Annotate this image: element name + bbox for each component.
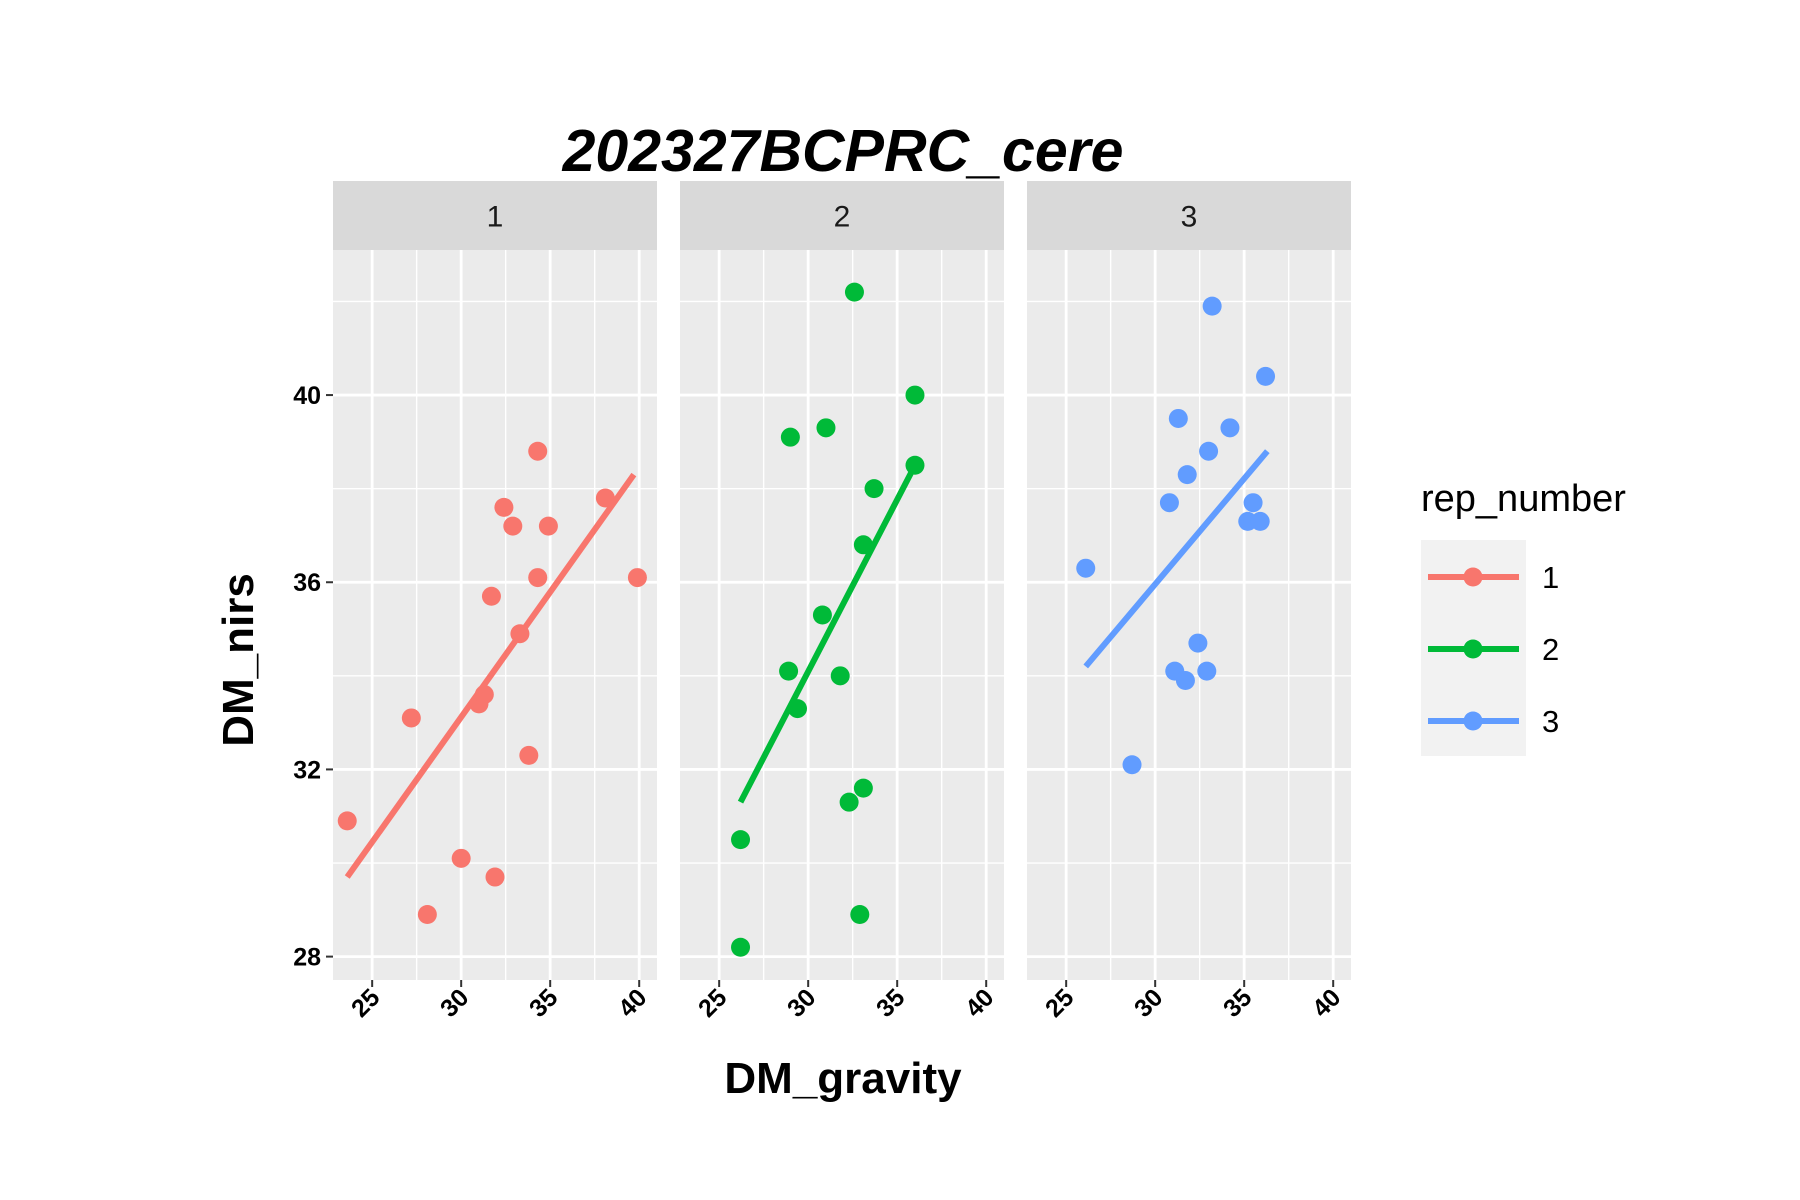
data-point [337,811,357,831]
x-tick-label: 25 [693,983,733,1023]
data-point [1256,366,1276,386]
y-axis: 28 32 36 40 [293,382,333,972]
facet-strip-label: 3 [1181,201,1198,234]
legend-key-2: 2 [1428,632,1559,667]
data-point [519,745,539,765]
legend-key-point [1463,639,1483,659]
data-point [839,792,859,812]
legend-label: 2 [1542,632,1559,667]
data-point [1122,755,1142,775]
data-point [864,479,884,499]
data-point [812,605,832,625]
y-axis-title: DM_nirs [214,573,263,747]
data-point [731,937,751,957]
data-point [853,778,873,798]
data-point [1199,441,1219,461]
data-point [1188,633,1208,653]
x-tick-label: 40 [1307,983,1346,1022]
data-point [627,568,647,588]
legend: rep_number 1 2 3 [1421,478,1626,756]
facet-strip-3 [1027,181,1351,250]
y-tick-label: 40 [293,382,321,410]
x-tick-label: 30 [1129,983,1168,1022]
facet-panel-2: 2 [680,181,1004,980]
data-point [417,904,437,924]
data-point [451,848,471,868]
data-point [780,427,800,447]
legend-label: 1 [1542,560,1559,595]
x-tick-label: 35 [524,983,564,1023]
panel-background [333,250,657,980]
x-tick-label: 40 [613,983,652,1022]
x-tick-label: 25 [346,983,386,1023]
data-point [401,708,421,728]
legend-key-point [1463,567,1483,587]
x-tick-label: 35 [871,983,911,1023]
data-point [844,282,864,302]
data-point [1250,511,1270,531]
data-point [595,488,615,508]
facet-panel-1: 1 [333,181,657,980]
data-point [1202,296,1222,316]
y-tick-label: 28 [293,944,321,972]
facet-strip-label: 1 [487,201,504,234]
chart-title: 202327BCPRC_cere [562,118,1124,184]
data-point [481,586,501,606]
trend-line [1083,449,1270,669]
data-point [1177,465,1197,485]
facet-panels: 1 2 3 [333,181,1351,980]
facet-strip-2 [680,181,1004,250]
legend-keys: 1 2 3 [1421,540,1559,756]
y-tick-label: 36 [293,569,321,597]
panel-background [1027,250,1351,980]
data-point [905,385,925,405]
data-point [779,661,799,681]
data-point [1168,408,1188,428]
trend-line [344,472,637,879]
data-point [1197,661,1217,681]
data-point [1220,418,1240,438]
data-point [1243,493,1263,513]
x-tick-label: 25 [1040,983,1080,1023]
legend-key-3: 3 [1428,704,1559,739]
data-point [494,497,514,517]
data-point [1159,493,1179,513]
facet-strip-1 [333,181,657,250]
data-point [1175,671,1195,691]
x-tick-label: 35 [1218,983,1258,1023]
y-tick-label: 32 [293,756,321,784]
data-point [731,830,751,850]
data-point [850,904,870,924]
trend-line [737,463,918,804]
facet-strip-label: 2 [834,201,851,234]
legend-key-point [1463,711,1483,731]
x-tick-label: 30 [782,983,821,1022]
legend-label: 3 [1542,704,1559,739]
facet-panel-3: 3 [1027,181,1351,980]
data-point [538,516,558,536]
data-point [503,516,523,536]
data-point [830,666,850,686]
panel-background [680,250,1004,980]
data-point [528,441,548,461]
data-point [485,867,505,887]
x-axis: 25 30 35 40 25 30 35 40 25 30 35 40 [346,980,1346,1023]
legend-key-1: 1 [1428,560,1559,595]
x-tick-label: 30 [435,983,474,1022]
data-point [1076,558,1096,578]
legend-title: rep_number [1421,478,1626,520]
x-tick-label: 40 [960,983,999,1022]
data-point [528,568,548,588]
x-axis-title: DM_gravity [724,1054,962,1103]
data-point [816,418,836,438]
